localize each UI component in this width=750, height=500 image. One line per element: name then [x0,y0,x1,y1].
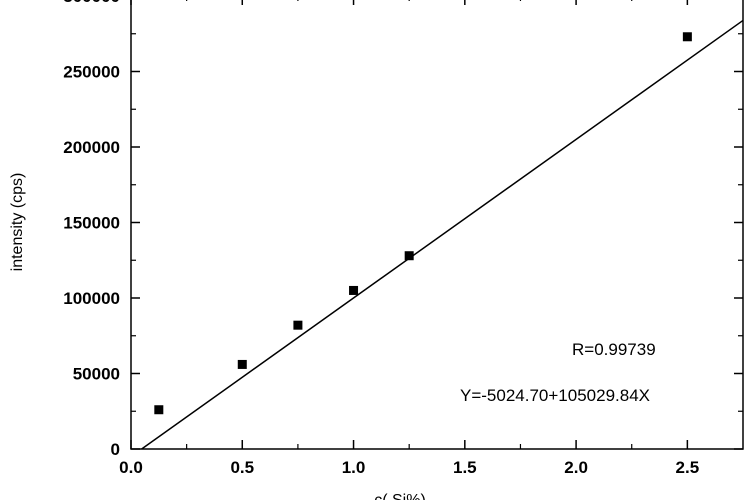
data-point [349,285,359,295]
plot-frame [130,0,744,450]
y-tick-label: 300000 [63,0,120,6]
x-tick-label: 2.0 [564,458,588,477]
x-tick-label: 1.0 [342,458,366,477]
y-tick-label: 100000 [63,289,120,308]
y-tick-label: 200000 [63,138,120,157]
y-tick-label: 0 [111,440,120,459]
x-tick-label: 2.5 [676,458,700,477]
r-value-annotation: R=0.99739 [572,340,656,359]
y-tick-label: 250000 [63,63,120,82]
x-tick-label: 1.5 [453,458,477,477]
data-point [154,405,164,415]
y-tick-label: 150000 [63,214,120,233]
y-tick-label: 50000 [73,365,120,384]
data-point [682,32,692,42]
data-point [293,320,303,330]
regression-equation-annotation: Y=-5024.70+105029.84X [460,386,650,405]
fit-line [141,19,744,450]
x-tick-label: 0.0 [119,458,143,477]
x-tick-label: 0.5 [230,458,254,477]
data-point [404,251,414,261]
y-axis-title: intensity (cps) [9,173,26,272]
data-point [237,359,247,369]
x-axis-title: c( Si%) [374,492,426,500]
